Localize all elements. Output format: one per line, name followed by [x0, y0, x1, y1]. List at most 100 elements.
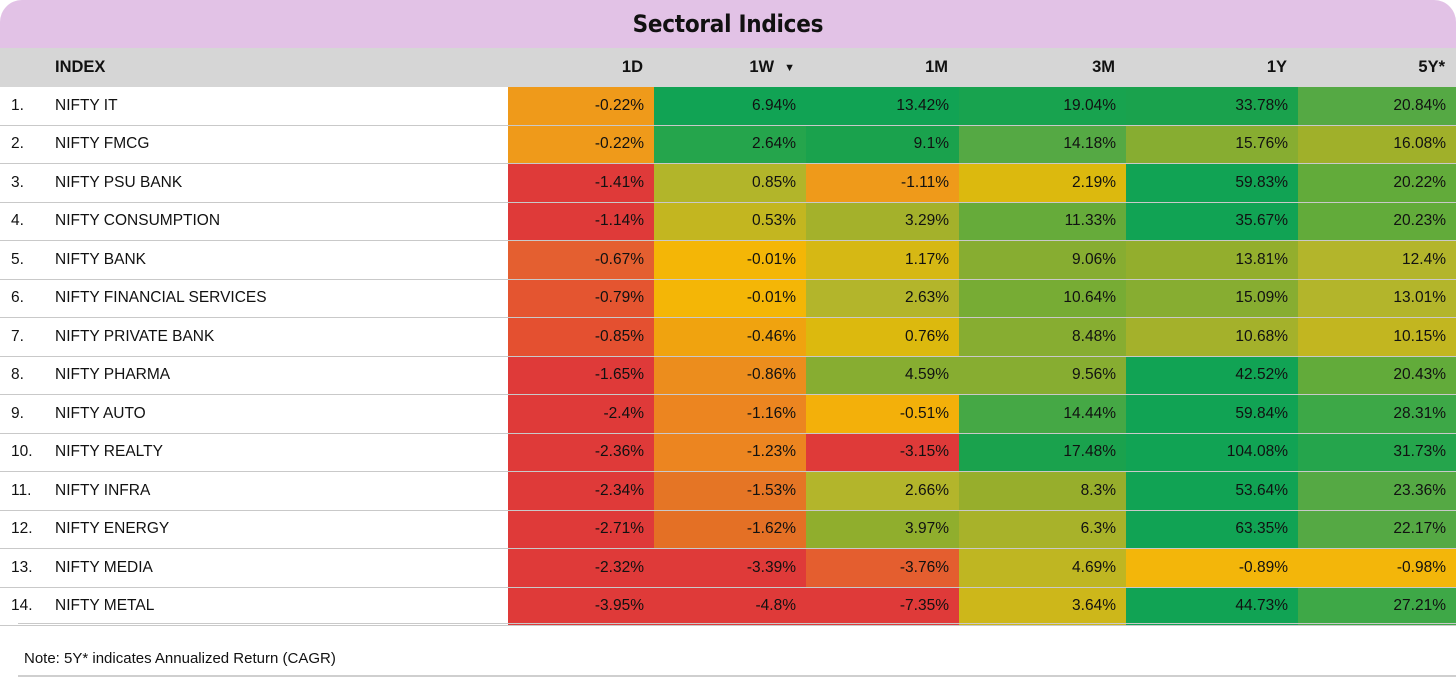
row-rank: 2. [11, 135, 24, 153]
5y-return-cell: 20.43% [1298, 356, 1456, 394]
table-row: 13. NIFTY MEDIA -2.32% -3.39% -3.76% 4.69% -0.… [0, 549, 1456, 588]
1w-return-cell: -1.16% [654, 395, 806, 433]
1m-return-cell: -3.76% [806, 549, 959, 587]
3m-return-cell: 3.64% [959, 587, 1126, 625]
5y-return-cell: -0.98% [1298, 549, 1456, 587]
index-name: NIFTY INFRA [55, 481, 151, 499]
1y-return-cell: -0.89% [1126, 549, 1298, 587]
table-row: 7. NIFTY PRIVATE BANK -0.85% -0.46% 0.76% 8.4… [0, 318, 1456, 357]
footer-divider [18, 675, 1456, 677]
1w-return-cell: -4.8% [654, 587, 806, 625]
1w-return-cell: 0.85% [654, 164, 806, 202]
1d-column-header[interactable]: 1D [621, 58, 643, 76]
3m-return-cell: 17.48% [959, 433, 1126, 471]
row-rank: 4. [11, 212, 24, 230]
index-name: NIFTY FMCG [55, 135, 150, 153]
table-row: 4. NIFTY CONSUMPTION -1.14% 0.53% 3.29% 11.33… [0, 202, 1456, 241]
1y-return-cell: 35.67% [1126, 202, 1298, 240]
1y-return-cell: 104.08% [1126, 433, 1298, 471]
1w-return-cell: -1.23% [654, 433, 806, 471]
row-rank: 5. [11, 250, 24, 268]
1y-return-cell: 33.78% [1126, 87, 1298, 125]
table-row: 14. NIFTY METAL -3.95% -4.8% -7.35% 3.64% 44.7… [0, 587, 1456, 626]
1y-return-cell: 44.73% [1126, 587, 1298, 625]
1m-return-cell: 1.17% [806, 241, 959, 279]
1m-column-header[interactable]: 1M [925, 58, 948, 76]
table-row: 3. NIFTY PSU BANK -1.41% 0.85% -1.11% 2.19% 59… [0, 164, 1456, 203]
1m-return-cell: -0.51% [806, 395, 959, 433]
1d-return-cell: -1.41% [508, 164, 654, 202]
3m-return-cell: 9.06% [959, 241, 1126, 279]
row-rank: 7. [11, 327, 24, 345]
1w-column-header[interactable]: 1W ▼ [654, 48, 806, 87]
1y-return-cell: 59.83% [1126, 164, 1298, 202]
footnote: Note: 5Y* indicates Annualized Return (C… [24, 650, 336, 667]
row-rank: 8. [11, 366, 24, 384]
5y-return-cell: 23.36% [1298, 472, 1456, 510]
5y-return-cell: 31.73% [1298, 433, 1456, 471]
3m-column-header[interactable]: 3M [1092, 58, 1115, 76]
5y-column-header[interactable]: 5Y* [1418, 58, 1445, 76]
3m-return-cell: 14.44% [959, 395, 1126, 433]
1d-return-cell: -2.32% [508, 549, 654, 587]
index-name: NIFTY METAL [55, 597, 155, 615]
1m-return-cell: 2.63% [806, 279, 959, 317]
3m-return-cell: 8.3% [959, 472, 1126, 510]
1d-return-cell: -1.14% [508, 202, 654, 240]
5y-return-cell: 16.08% [1298, 125, 1456, 163]
table-row: 6. NIFTY FINANCIAL SERVICES -0.79% -0.01% 2.… [0, 279, 1456, 318]
1m-return-cell: 2.66% [806, 472, 959, 510]
1m-return-cell: -7.35% [806, 587, 959, 625]
1d-return-cell: -0.67% [508, 241, 654, 279]
5y-return-cell: 20.23% [1298, 202, 1456, 240]
1y-return-cell: 63.35% [1126, 510, 1298, 548]
table-header: INDEX 1D 1W ▼ 1M 3M 1Y 5Y* [0, 48, 1456, 87]
1m-return-cell: 0.76% [806, 318, 959, 356]
1d-return-cell: -1.65% [508, 356, 654, 394]
row-rank: 6. [11, 289, 24, 307]
index-name: NIFTY PRIVATE BANK [55, 327, 215, 345]
1m-return-cell: 3.29% [806, 202, 959, 240]
sectoral-table: INDEX 1D 1W ▼ 1M 3M 1Y 5Y* 1. NIFTY IT -0.… [0, 48, 1456, 626]
table-bottom-divider [18, 623, 1456, 624]
1w-column-label: 1W [749, 58, 775, 76]
3m-return-cell: 2.19% [959, 164, 1126, 202]
index-name: NIFTY BANK [55, 250, 147, 268]
1m-return-cell: 13.42% [806, 87, 959, 125]
1y-column-header[interactable]: 1Y [1266, 58, 1287, 76]
triangle-down-icon[interactable]: ▼ [784, 61, 795, 74]
5y-return-cell: 20.84% [1298, 87, 1456, 125]
1d-return-cell: -0.85% [508, 318, 654, 356]
1w-return-cell: 6.94% [654, 87, 806, 125]
index-name: NIFTY PHARMA [55, 366, 171, 384]
3m-return-cell: 9.56% [959, 356, 1126, 394]
index-name: NIFTY ENERGY [55, 520, 170, 538]
table-row: 1. NIFTY IT -0.22% 6.94% 13.42% 19.04% 33.78% 2… [0, 87, 1456, 126]
row-rank: 10. [11, 443, 33, 461]
5y-return-cell: 20.22% [1298, 164, 1456, 202]
index-name: NIFTY FINANCIAL SERVICES [55, 289, 267, 307]
table-row: 5. NIFTY BANK -0.67% -0.01% 1.17% 9.06% 13.81%… [0, 241, 1456, 280]
row-rank: 11. [11, 481, 32, 499]
1w-return-cell: 2.64% [654, 125, 806, 163]
1y-return-cell: 10.68% [1126, 318, 1298, 356]
row-rank: 9. [11, 404, 24, 422]
5y-return-cell: 28.31% [1298, 395, 1456, 433]
5y-return-cell: 13.01% [1298, 279, 1456, 317]
1y-return-cell: 13.81% [1126, 241, 1298, 279]
5y-return-cell: 12.4% [1298, 241, 1456, 279]
5y-return-cell: 10.15% [1298, 318, 1456, 356]
1m-return-cell: -3.15% [806, 433, 959, 471]
table-row: 2. NIFTY FMCG -0.22% 2.64% 9.1% 14.18% 15.76% 1… [0, 125, 1456, 164]
1m-return-cell: -1.11% [806, 164, 959, 202]
1w-return-cell: 0.53% [654, 202, 806, 240]
3m-return-cell: 4.69% [959, 549, 1126, 587]
index-name: NIFTY PSU BANK [55, 173, 183, 191]
1y-return-cell: 15.76% [1126, 125, 1298, 163]
index-column-header[interactable]: INDEX [55, 58, 106, 76]
table-row: 12. NIFTY ENERGY -2.71% -1.62% 3.97% 6.3% 63.3… [0, 510, 1456, 549]
1d-return-cell: -2.34% [508, 472, 654, 510]
table-row: 11. NIFTY INFRA -2.34% -1.53% 2.66% 8.3% 53.64… [0, 472, 1456, 511]
1d-return-cell: -3.95% [508, 587, 654, 625]
1w-return-cell: -0.46% [654, 318, 806, 356]
